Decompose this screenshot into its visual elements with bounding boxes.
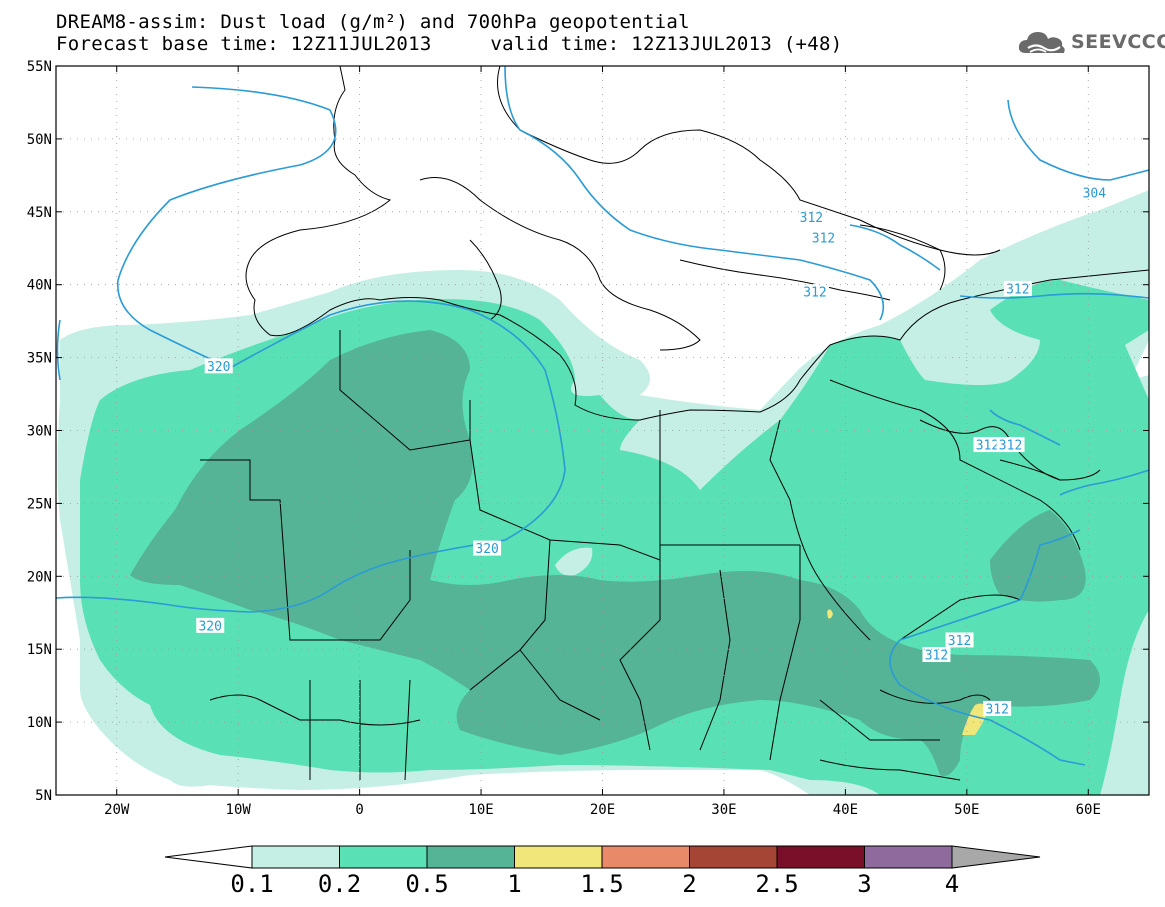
colorbar-label: 3	[857, 870, 871, 898]
colorbar-swatch	[601, 845, 690, 869]
dust-level-0.1-hole	[555, 547, 593, 576]
logo-text: SEEVCCC	[1071, 31, 1165, 53]
lat-tick-label: 50N	[27, 132, 52, 148]
lat-tick-label: 45N	[27, 205, 52, 221]
contour-label-background	[973, 437, 1002, 453]
dust-level-1-area	[962, 703, 988, 735]
contour-label-background	[797, 209, 826, 225]
contour-label-background	[983, 700, 1012, 716]
colorbar: 0.1 0.2 0.5 1 1.5 2 2.5 3 4	[164, 845, 1041, 898]
colorbar-label: 0.1	[230, 870, 273, 898]
contour-label-background	[1003, 281, 1032, 297]
colorbar-label: 2.5	[755, 870, 798, 898]
contour-label-background	[196, 617, 225, 633]
contour-label-background	[996, 437, 1025, 453]
contour-label-background	[945, 632, 974, 648]
contour-label: 312	[925, 649, 948, 664]
lon-tick-label: 20E	[590, 802, 615, 818]
colorbar-label: 0.5	[405, 870, 448, 898]
colorbar-swatch	[251, 845, 340, 869]
seevccc-logo: SEEVCCC	[1016, 27, 1165, 59]
lon-tick-label: 0	[355, 802, 363, 818]
contour-label-background	[809, 230, 838, 246]
lat-tick-label: 40N	[27, 278, 52, 294]
lat-lon-grid	[56, 66, 1149, 795]
dust-level-1-area-small	[827, 609, 833, 619]
lat-tick-label: 35N	[27, 351, 52, 367]
colorbar-label: 0.2	[318, 870, 361, 898]
contour-label-background	[204, 358, 233, 374]
colorbar-label: 4	[945, 870, 959, 898]
title-line-2: Forecast base time: 12Z11JUL2013 valid t…	[56, 33, 843, 55]
contour-label-background	[1080, 184, 1109, 200]
lat-tick-label: 5N	[35, 788, 52, 804]
lat-tick-label: 20N	[27, 569, 52, 585]
colorbar-high-arrow	[951, 845, 1041, 869]
lon-tick-label: 50E	[954, 802, 979, 818]
colorbar-low-arrow	[164, 845, 253, 869]
colorbar-swatch	[339, 845, 428, 869]
colorbar-swatch	[426, 845, 515, 869]
lon-tick-label: 10W	[226, 802, 252, 818]
colorbar-label: 1.5	[580, 870, 623, 898]
contour-label: 312	[1006, 283, 1029, 298]
contour-label: 312	[803, 285, 826, 300]
lat-tick-label: 30N	[27, 424, 52, 440]
contour-label: 312	[800, 211, 823, 226]
contour-label: 312	[999, 439, 1022, 454]
title-line-1: DREAM8-assim: Dust load (g/m²) and 700hP…	[56, 11, 690, 33]
dust-level-0.5-area	[130, 330, 1100, 776]
lon-tick-label: 10E	[468, 802, 493, 818]
cloud-logo-icon	[1018, 32, 1065, 53]
contour-label: 312	[976, 439, 999, 454]
contour-label: 304	[1083, 186, 1107, 201]
contour-label-background	[922, 647, 951, 663]
lat-tick-label: 25N	[27, 496, 52, 512]
country-borders	[200, 66, 1149, 781]
contour-label: 320	[475, 542, 498, 557]
colorbar-label: 2	[682, 870, 696, 898]
lat-tick-label: 55N	[27, 59, 52, 75]
lat-tick-label: 10N	[27, 715, 52, 731]
contour-label-background	[473, 540, 502, 556]
colorbar-swatch	[514, 845, 603, 869]
contour-label: 320	[207, 360, 230, 375]
colorbar-swatch	[776, 845, 865, 869]
contour-label: 320	[198, 619, 221, 634]
colorbar-swatch	[864, 845, 953, 869]
lon-tick-label: 20W	[104, 802, 130, 818]
lon-tick-label: 60E	[1076, 802, 1101, 818]
contour-label-background	[801, 283, 830, 299]
lon-tick-label: 30E	[711, 802, 736, 818]
contour-label: 312	[812, 232, 835, 247]
lon-tick-label: 40E	[833, 802, 858, 818]
contour-label: 312	[948, 634, 971, 649]
colorbar-label: 1	[507, 870, 521, 898]
map-ticks: 20W 10W 0 10E 20E 30E 40E 50E 60E 55N 50N 45N 40N 35N…	[27, 59, 1149, 818]
lat-tick-label: 15N	[27, 642, 52, 658]
contour-label: 312	[985, 702, 1008, 717]
colorbar-swatch	[689, 845, 778, 869]
geopotential-contours	[56, 66, 1149, 766]
